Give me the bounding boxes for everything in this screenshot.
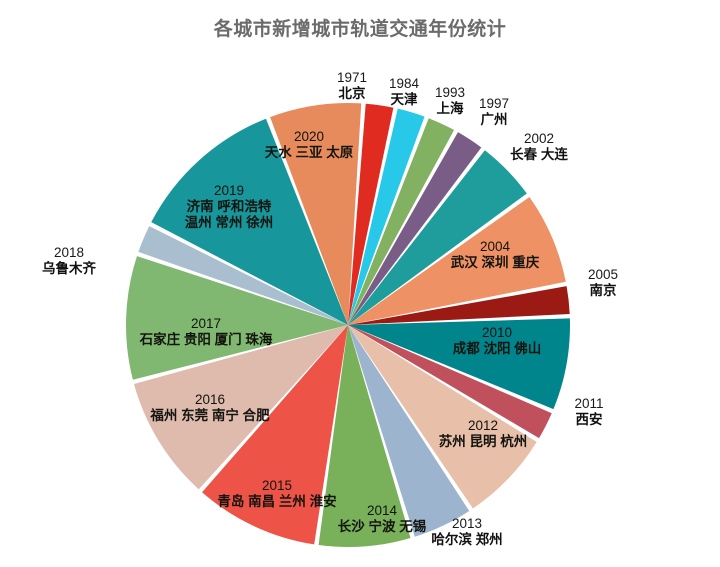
pie-slice-2010[interactable] bbox=[348, 318, 570, 410]
pie-slice-2012[interactable] bbox=[348, 325, 537, 509]
pie-slice-2014[interactable] bbox=[318, 325, 411, 547]
pie-slice-2017[interactable] bbox=[126, 256, 349, 380]
pie-slice-2015[interactable] bbox=[202, 325, 348, 545]
pie-slice-2011[interactable] bbox=[348, 325, 552, 439]
pie-slice-2018[interactable] bbox=[138, 226, 348, 325]
pie-slice-1993[interactable] bbox=[348, 118, 455, 325]
pie-slice-2016[interactable] bbox=[133, 325, 348, 490]
pie-slice-1997[interactable] bbox=[348, 132, 482, 325]
page-title: 各城市新增城市轨道交通年份统计 bbox=[213, 19, 507, 40]
pie-slice-2020[interactable] bbox=[270, 103, 362, 326]
pie-slice-2004[interactable] bbox=[348, 197, 566, 325]
pie-slice-2013[interactable] bbox=[348, 325, 470, 537]
pie-slice-group bbox=[126, 103, 570, 547]
pie-slice-2002[interactable] bbox=[348, 150, 527, 325]
pie-slice-1984[interactable] bbox=[348, 108, 425, 325]
pie-slice-1971[interactable] bbox=[348, 103, 394, 326]
pie-slice-2019[interactable] bbox=[151, 118, 348, 325]
pie-slice-2005[interactable] bbox=[348, 286, 570, 325]
